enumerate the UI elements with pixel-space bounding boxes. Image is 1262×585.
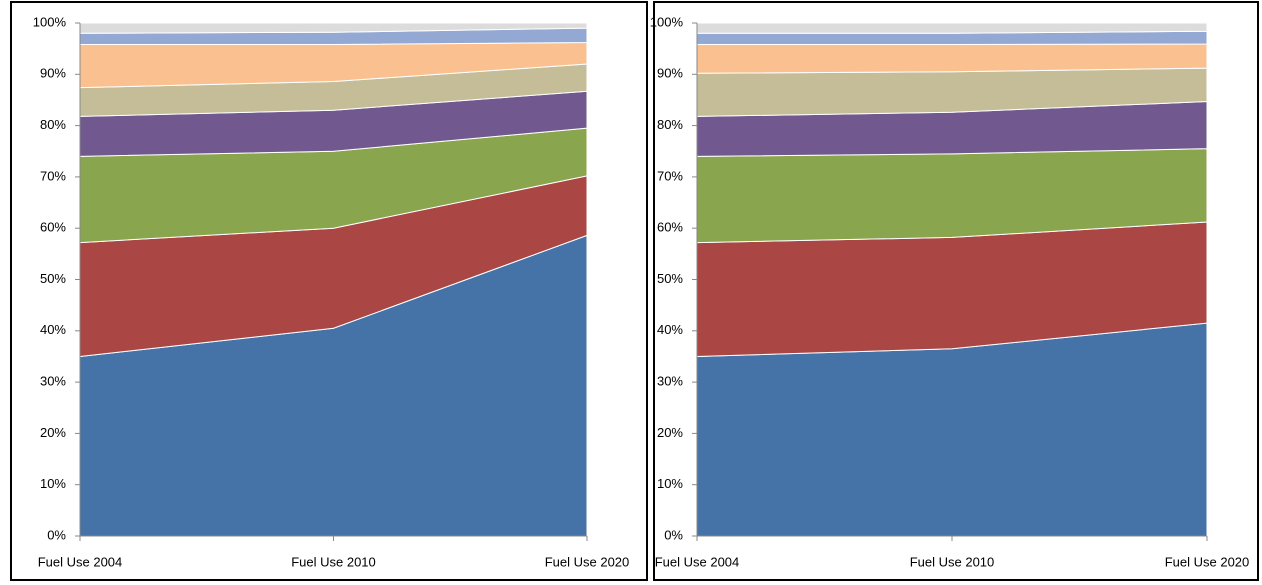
y-tick-label: 0% — [664, 527, 683, 542]
x-tick-label: Fuel Use 2004 — [38, 554, 123, 569]
y-tick-label: 10% — [40, 476, 66, 491]
y-tick-label: 50% — [657, 271, 683, 286]
y-tick-label: 10% — [657, 476, 683, 491]
x-tick-label: Fuel Use 2004 — [655, 554, 740, 569]
y-tick-label: 100% — [650, 14, 684, 29]
y-tick-label: 40% — [40, 322, 66, 337]
area — [696, 322, 1208, 537]
y-tick-label: 60% — [657, 220, 683, 235]
y-tick-label: 30% — [657, 374, 683, 389]
y-tick-label: 20% — [40, 425, 66, 440]
y-tick-label: 80% — [657, 117, 683, 132]
y-tick-label: 0% — [47, 527, 66, 542]
y-tick-label: 30% — [40, 374, 66, 389]
y-tick-label: 70% — [40, 168, 66, 183]
x-tick-label: Fuel Use 2020 — [1165, 554, 1250, 569]
x-tick-label: Fuel Use 2020 — [545, 554, 630, 569]
y-tick-label: 50% — [40, 271, 66, 286]
x-tick-label: Fuel Use 2010 — [910, 554, 995, 569]
y-tick-label: 90% — [657, 66, 683, 81]
panel-frame — [10, 1, 648, 581]
x-tick-label: Fuel Use 2010 — [291, 554, 376, 569]
area — [696, 43, 1208, 74]
y-tick-label: 90% — [40, 66, 66, 81]
y-tick-label: 80% — [40, 117, 66, 132]
y-tick-label: 70% — [657, 168, 683, 183]
area — [696, 22, 1208, 34]
y-tick-label: 60% — [40, 220, 66, 235]
panel-frame — [653, 1, 1259, 581]
y-tick-label: 40% — [657, 322, 683, 337]
y-tick-label: 20% — [657, 425, 683, 440]
y-tick-label: 100% — [33, 14, 67, 29]
